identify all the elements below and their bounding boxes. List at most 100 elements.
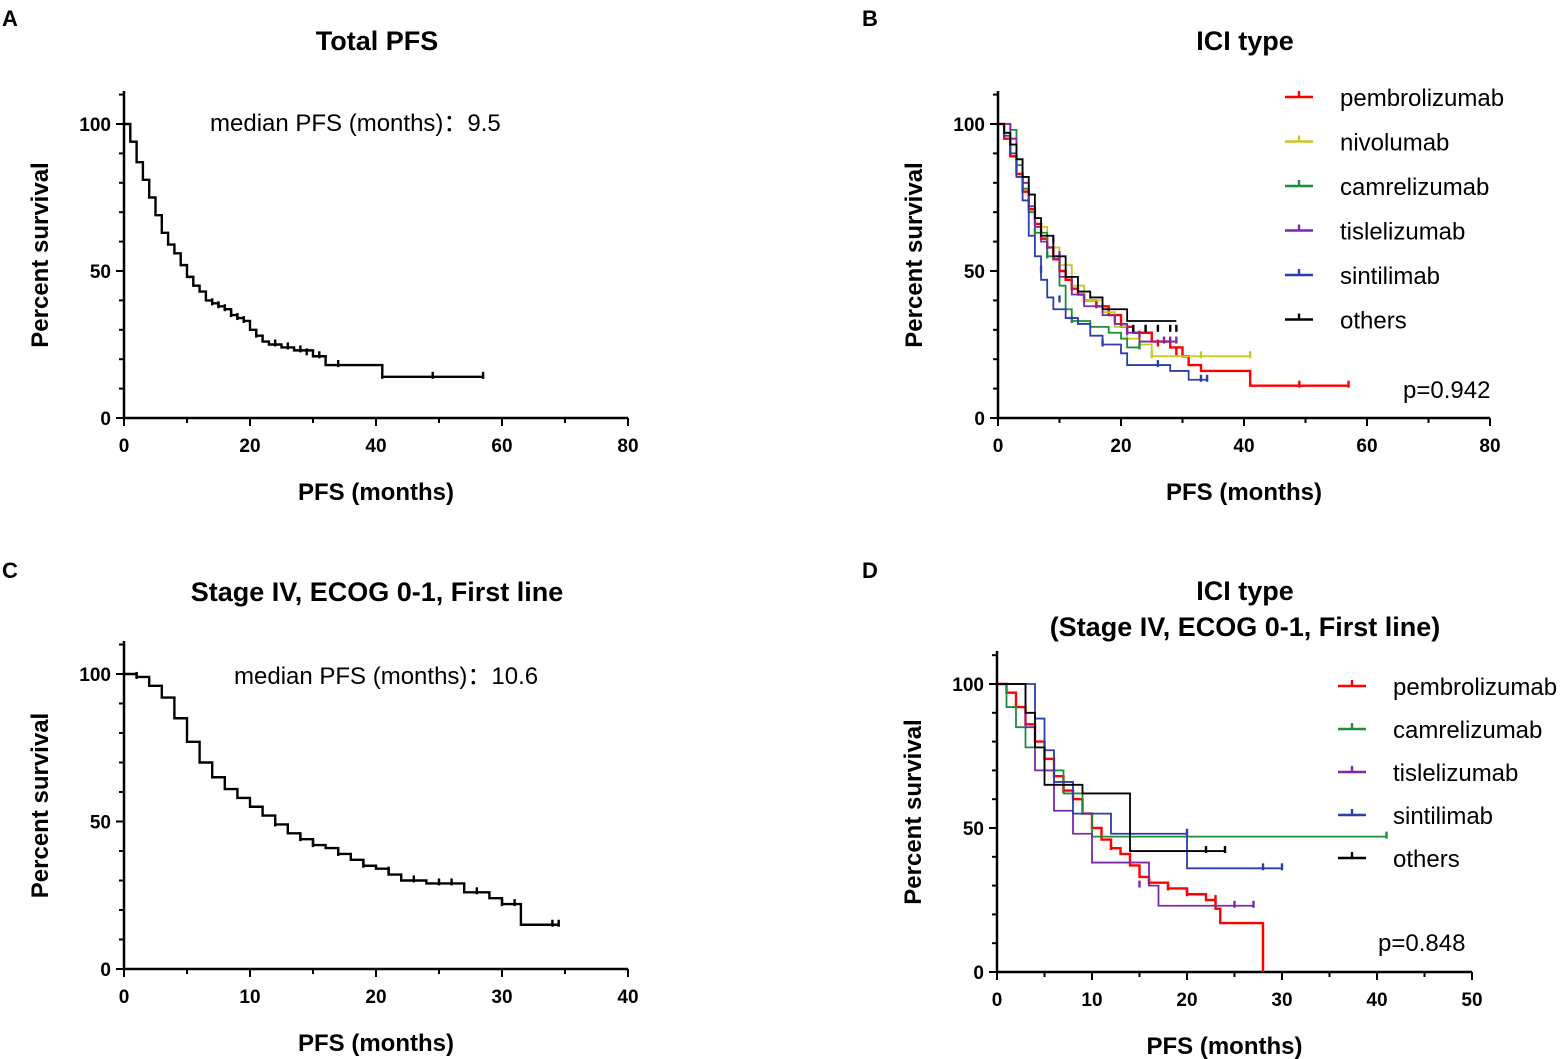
y-axis-title: Percent survival xyxy=(27,713,54,898)
x-tick-label: 20 xyxy=(239,436,260,457)
x-tick-label: 40 xyxy=(617,987,638,1008)
x-axis-title: PFS (months) xyxy=(298,1030,454,1057)
x-tick-label: 20 xyxy=(1176,990,1197,1011)
y-tick-label: 100 xyxy=(953,115,985,136)
legend-item: camrelizumab xyxy=(1338,717,1542,744)
y-tick-label: 50 xyxy=(90,813,111,834)
x-tick-label: 20 xyxy=(1110,436,1131,457)
legend-item: sintilimab xyxy=(1338,803,1493,830)
panel-letter: A xyxy=(2,6,18,31)
x-axis-title: PFS (months) xyxy=(1166,479,1322,506)
y-tick-label: 0 xyxy=(100,960,111,981)
y-tick-label: 100 xyxy=(952,675,984,696)
panel-b: B ICI type 0 50 100 0 20 40 60 80 PFS (months) Perc… xyxy=(862,6,1504,506)
legend-label: pembrolizumab xyxy=(1340,85,1504,112)
legend-label: others xyxy=(1340,308,1407,335)
panel-d: D ICI type (Stage IV, ECOG 0-1, First line… xyxy=(862,558,1557,1059)
legend-label: tislelizumab xyxy=(1393,760,1518,787)
legend-item: others xyxy=(1285,308,1407,335)
panel-c: C Stage IV, ECOG 0-1, First line 0 50 100 0 10… xyxy=(2,558,639,1057)
legend-item: others xyxy=(1338,846,1460,873)
x-axis-title: PFS (months) xyxy=(298,479,454,506)
y-tick-label: 0 xyxy=(100,409,111,430)
legend-item: camrelizumab xyxy=(1285,174,1489,201)
legend-item: pembrolizumab xyxy=(1285,85,1504,112)
panel-letter: D xyxy=(862,558,878,583)
annotation: p=0.848 xyxy=(1378,930,1465,957)
legend-label: sintilimab xyxy=(1393,803,1493,830)
chart-subtitle: (Stage IV, ECOG 0-1, First line) xyxy=(1050,612,1441,642)
survival-curve xyxy=(998,123,1251,358)
survival-curve xyxy=(998,123,1177,322)
survival-curve xyxy=(997,683,1225,852)
series-total xyxy=(124,122,485,379)
x-tick-label: 50 xyxy=(1461,990,1482,1011)
annotation: median PFS (months)：10.6 xyxy=(234,663,538,690)
x-tick-label: 0 xyxy=(119,987,130,1008)
chart-title: ICI type xyxy=(1196,576,1294,606)
x-tick-label: 40 xyxy=(1233,436,1254,457)
y-axis-title: Percent survival xyxy=(27,162,54,347)
x-tick-label: 40 xyxy=(365,436,386,457)
survival-curve xyxy=(998,123,1177,343)
legend-label: nivolumab xyxy=(1340,130,1449,157)
legend-label: camrelizumab xyxy=(1393,717,1542,744)
panel-letter: C xyxy=(2,558,18,583)
x-tick-label: 30 xyxy=(491,987,512,1008)
x-axis-title: PFS (months) xyxy=(1147,1033,1303,1059)
legend-item: nivolumab xyxy=(1285,130,1449,157)
y-tick-label: 50 xyxy=(90,262,111,283)
legend-item: tislelizumab xyxy=(1285,219,1465,246)
x-tick-label: 0 xyxy=(119,436,130,457)
x-tick-label: 30 xyxy=(1271,990,1292,1011)
x-tick-label: 0 xyxy=(992,990,1003,1011)
series-sintilimab xyxy=(998,123,1209,382)
survival-curve xyxy=(124,122,484,379)
x-tick-label: 20 xyxy=(365,987,386,1008)
x-tick-label: 80 xyxy=(1479,436,1500,457)
legend-item: sintilimab xyxy=(1285,263,1440,290)
y-tick-label: 50 xyxy=(963,819,984,840)
panel-letter: B xyxy=(862,6,878,31)
series-others xyxy=(998,123,1178,332)
series-camrelizumab xyxy=(997,683,1388,839)
series-sintilimab xyxy=(997,683,1284,871)
legend-label: tislelizumab xyxy=(1340,219,1465,246)
y-tick-label: 50 xyxy=(964,262,985,283)
x-tick-label: 80 xyxy=(617,436,638,457)
x-tick-label: 10 xyxy=(1081,990,1102,1011)
x-tick-label: 60 xyxy=(491,436,512,457)
legend-label: pembrolizumab xyxy=(1393,674,1557,701)
y-tick-label: 100 xyxy=(79,115,111,136)
chart-title: ICI type xyxy=(1196,26,1294,56)
chart-title: Total PFS xyxy=(316,26,439,56)
x-tick-label: 40 xyxy=(1366,990,1387,1011)
series-tislelizumab xyxy=(998,123,1178,344)
y-tick-label: 0 xyxy=(974,409,985,430)
survival-curve xyxy=(124,672,559,926)
legend-label: camrelizumab xyxy=(1340,174,1489,201)
y-axis-title: Percent survival xyxy=(901,162,928,347)
panel-a: A Total PFS 0 50 100 0 20 40 60 80 PFS (months) Per… xyxy=(2,6,639,506)
annotation: median PFS (months)：9.5 xyxy=(210,110,501,137)
series-tislelizumab xyxy=(997,683,1255,908)
legend-item: tislelizumab xyxy=(1338,760,1518,787)
x-tick-label: 10 xyxy=(239,987,260,1008)
series-stage-iv-ecog-0-1-first-line xyxy=(124,671,560,927)
survival-curve xyxy=(997,683,1254,907)
y-axis-title: Percent survival xyxy=(900,719,927,904)
x-tick-label: 60 xyxy=(1356,436,1377,457)
survival-curve xyxy=(998,123,1208,381)
chart-title: Stage IV, ECOG 0-1, First line xyxy=(191,577,564,607)
legend-label: sintilimab xyxy=(1340,263,1440,290)
survival-curve xyxy=(998,122,1349,387)
y-tick-label: 0 xyxy=(973,963,984,984)
survival-curve xyxy=(997,683,1282,870)
legend-label: others xyxy=(1393,846,1460,873)
annotation: p=0.942 xyxy=(1403,377,1490,404)
y-tick-label: 100 xyxy=(79,665,111,686)
x-tick-label: 0 xyxy=(993,436,1004,457)
legend-item: pembrolizumab xyxy=(1338,674,1557,701)
series-others xyxy=(997,683,1227,854)
